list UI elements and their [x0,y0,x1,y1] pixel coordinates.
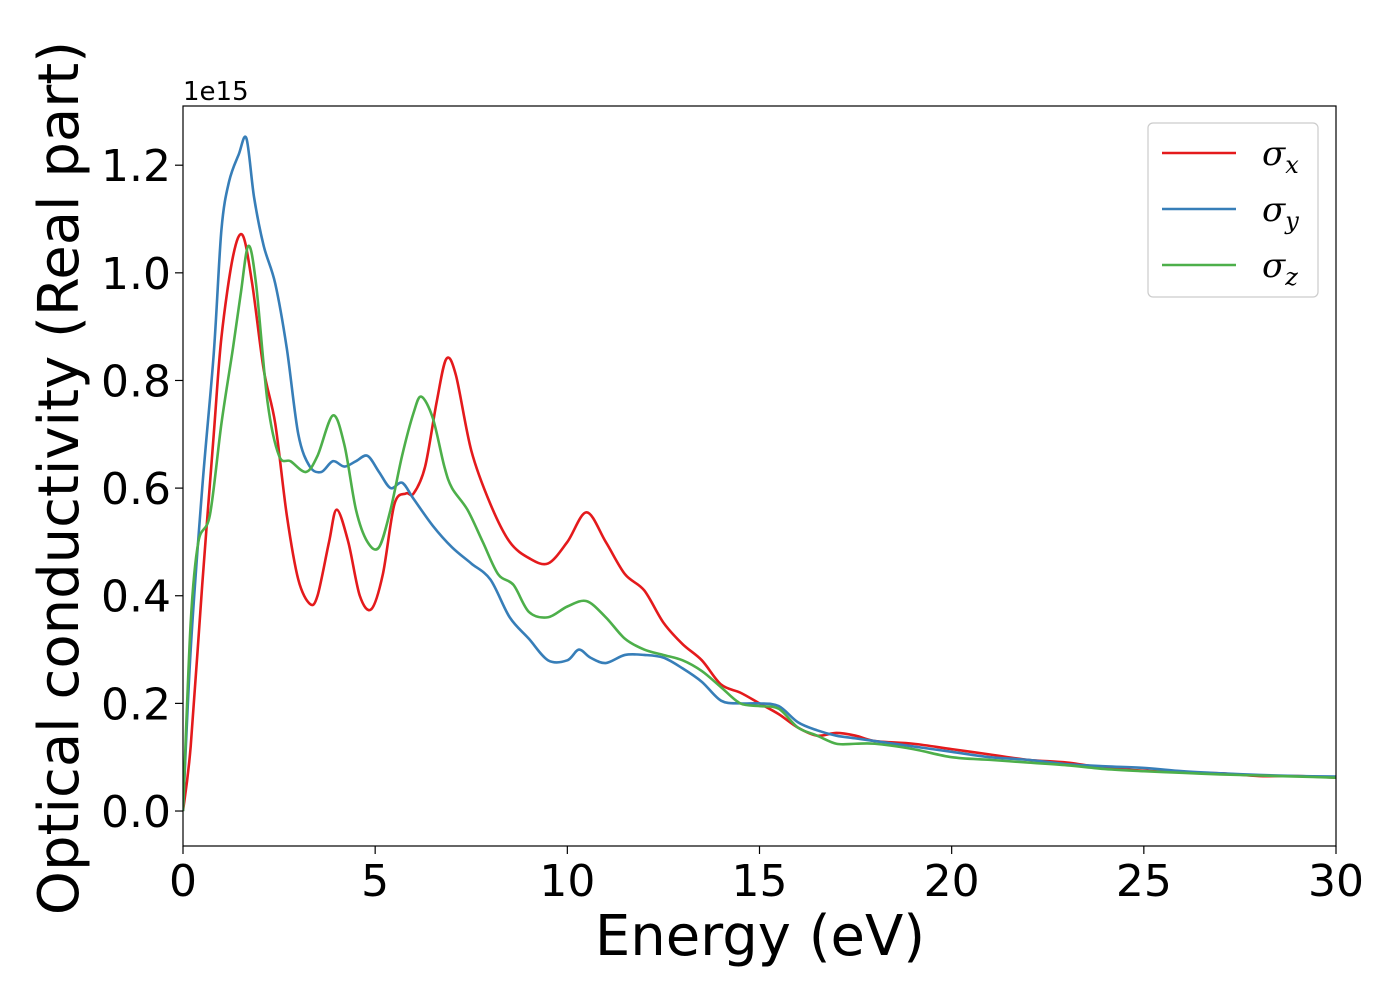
x-tick-label: 10 [539,856,595,907]
y-tick-label: 1.0 [101,249,171,300]
legend-subscript: z [1284,263,1298,291]
plot-area [182,105,1337,847]
legend-subscript: x [1285,151,1299,179]
series-lines [183,135,1336,812]
y-tick-label: 0.0 [101,787,171,838]
y-tick-label: 0.2 [101,679,171,730]
x-tick-label: 0 [169,856,197,907]
y-tick-label: 0.6 [101,464,171,515]
y-offset-label: 1e15 [183,77,249,107]
y-axis: 0.0 0.2 0.4 0.6 0.8 1.0 1.2 [101,141,183,838]
series-line-sigma-x [183,232,1336,812]
series-line-sigma-y [183,135,1336,812]
x-tick-label: 5 [361,856,389,907]
x-axis-title: Energy (eV) [595,904,925,969]
y-tick-label: 1.2 [101,141,171,192]
series-line-sigma-z [183,244,1336,812]
y-tick-label: 0.4 [101,572,171,623]
x-tick-label: 30 [1308,856,1364,907]
y-tick-label: 0.8 [101,356,171,407]
x-tick-label: 20 [924,856,980,907]
legend-subscript: y [1284,207,1299,235]
x-tick-label: 15 [732,856,788,907]
y-axis-title: Optical conductivity (Real part) [27,41,92,915]
x-axis: 0 5 10 15 20 25 30 [169,846,1364,907]
x-tick-label: 25 [1116,856,1172,907]
